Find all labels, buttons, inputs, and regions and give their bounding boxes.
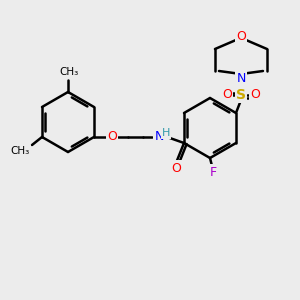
Text: CH₃: CH₃: [11, 146, 30, 156]
Text: O: O: [222, 88, 232, 101]
Text: F: F: [209, 166, 217, 178]
Text: O: O: [171, 161, 181, 175]
Text: O: O: [250, 88, 260, 101]
Text: N: N: [236, 73, 246, 85]
Text: O: O: [236, 29, 246, 43]
Text: S: S: [236, 88, 246, 102]
Text: N: N: [154, 130, 164, 143]
Text: H: H: [162, 128, 170, 138]
Text: CH₃: CH₃: [59, 67, 79, 77]
Text: O: O: [107, 130, 117, 143]
